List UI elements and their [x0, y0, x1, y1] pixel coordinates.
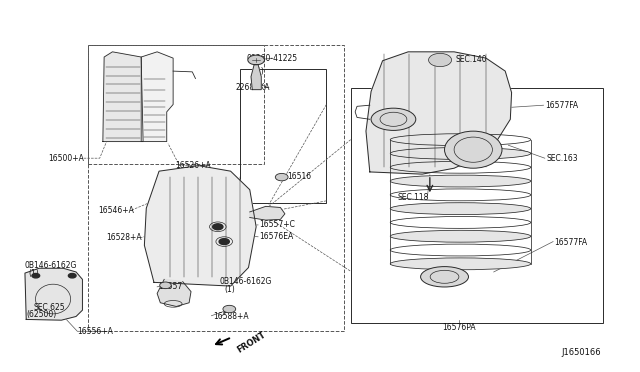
Circle shape — [32, 273, 40, 278]
Ellipse shape — [390, 258, 531, 270]
Ellipse shape — [445, 131, 502, 168]
Text: SEC.625: SEC.625 — [34, 303, 65, 312]
Text: 16576EA: 16576EA — [259, 232, 294, 241]
Circle shape — [160, 282, 172, 289]
Text: 09360-41225: 09360-41225 — [246, 54, 298, 62]
Text: 16588+A: 16588+A — [212, 312, 248, 321]
Text: FRONT: FRONT — [236, 330, 268, 355]
Polygon shape — [250, 206, 285, 220]
Text: (2): (2) — [253, 67, 264, 76]
Text: 16557+C: 16557+C — [259, 221, 295, 230]
Polygon shape — [366, 52, 511, 174]
Text: J1650166: J1650166 — [561, 347, 601, 356]
Text: (62500): (62500) — [26, 311, 56, 320]
Polygon shape — [25, 268, 83, 320]
Polygon shape — [157, 279, 191, 307]
Text: 16528+A: 16528+A — [106, 233, 141, 243]
Circle shape — [275, 173, 288, 181]
Text: (1): (1) — [29, 269, 40, 278]
Circle shape — [223, 305, 236, 313]
Text: 16576PA: 16576PA — [442, 323, 476, 332]
Polygon shape — [145, 166, 256, 286]
Ellipse shape — [390, 148, 531, 159]
Circle shape — [68, 273, 76, 278]
Polygon shape — [251, 64, 261, 90]
Text: 16500+A: 16500+A — [49, 154, 84, 163]
Circle shape — [219, 238, 229, 244]
Bar — [351, 88, 603, 323]
Text: SEC.140: SEC.140 — [456, 55, 487, 64]
Bar — [88, 45, 344, 331]
Text: 16577FA: 16577FA — [554, 238, 588, 247]
Text: 0B146-6162G: 0B146-6162G — [219, 277, 271, 286]
Ellipse shape — [371, 108, 416, 131]
Text: 16557: 16557 — [159, 282, 182, 291]
Polygon shape — [103, 52, 143, 141]
Text: 16577FA: 16577FA — [545, 101, 578, 110]
Circle shape — [429, 53, 452, 67]
Text: 16556+A: 16556+A — [77, 327, 113, 336]
Polygon shape — [141, 52, 173, 141]
Bar — [240, 69, 326, 203]
Text: 0B146-6162G: 0B146-6162G — [25, 261, 77, 270]
Ellipse shape — [390, 203, 531, 215]
Text: SEC.118: SEC.118 — [397, 193, 429, 202]
Ellipse shape — [390, 230, 531, 242]
Text: 16526+A: 16526+A — [175, 161, 211, 170]
Bar — [88, 45, 264, 164]
Text: SEC.163: SEC.163 — [547, 154, 579, 163]
Text: (1): (1) — [224, 285, 235, 294]
Ellipse shape — [390, 175, 531, 187]
Text: 16546+A: 16546+A — [98, 206, 134, 215]
Circle shape — [248, 55, 264, 65]
Text: 22680XA: 22680XA — [236, 83, 270, 92]
Ellipse shape — [420, 267, 468, 287]
Text: 16516: 16516 — [287, 172, 311, 181]
Circle shape — [212, 224, 223, 230]
